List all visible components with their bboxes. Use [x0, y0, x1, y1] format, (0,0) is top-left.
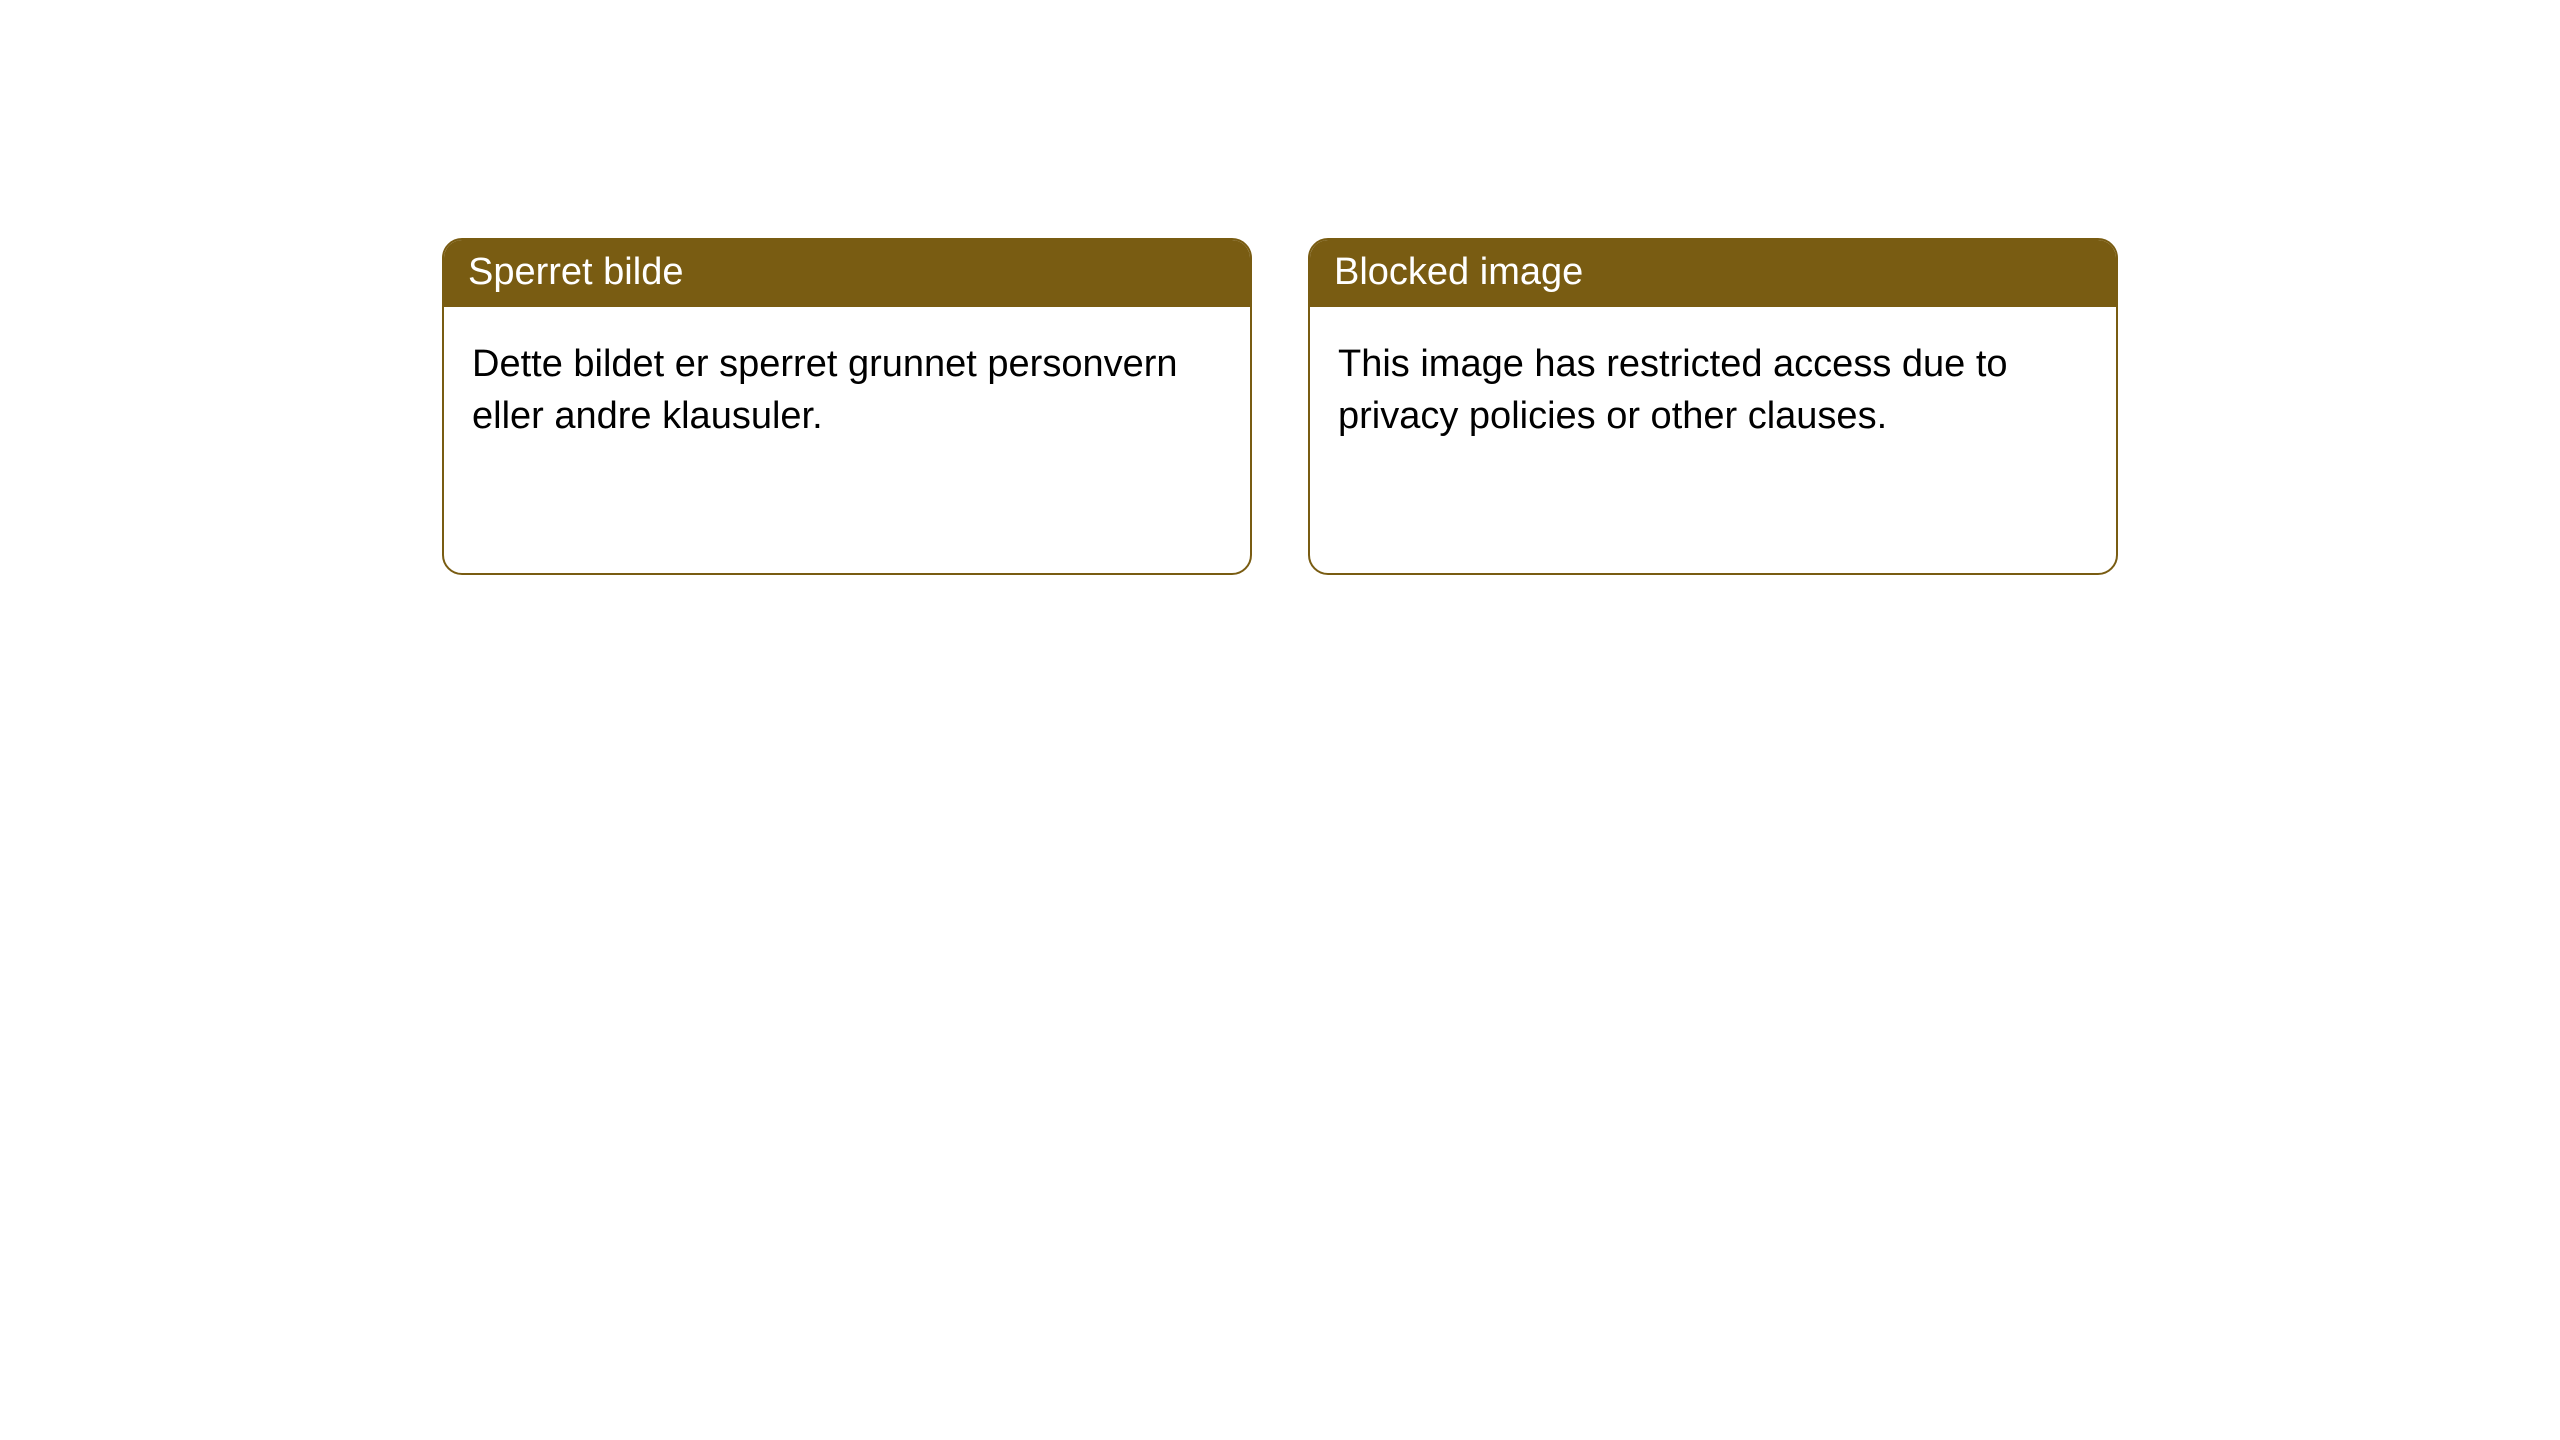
card-header: Sperret bilde [444, 240, 1250, 307]
notice-card-norwegian: Sperret bilde Dette bildet er sperret gr… [442, 238, 1252, 575]
notice-card-english: Blocked image This image has restricted … [1308, 238, 2118, 575]
card-header: Blocked image [1310, 240, 2116, 307]
card-body: This image has restricted access due to … [1310, 307, 2116, 474]
card-title: Sperret bilde [468, 251, 683, 293]
card-body-text: This image has restricted access due to … [1338, 343, 2008, 436]
card-body-text: Dette bildet er sperret grunnet personve… [472, 343, 1178, 436]
card-title: Blocked image [1334, 251, 1583, 293]
card-body: Dette bildet er sperret grunnet personve… [444, 307, 1250, 474]
notice-container: Sperret bilde Dette bildet er sperret gr… [0, 0, 2560, 575]
